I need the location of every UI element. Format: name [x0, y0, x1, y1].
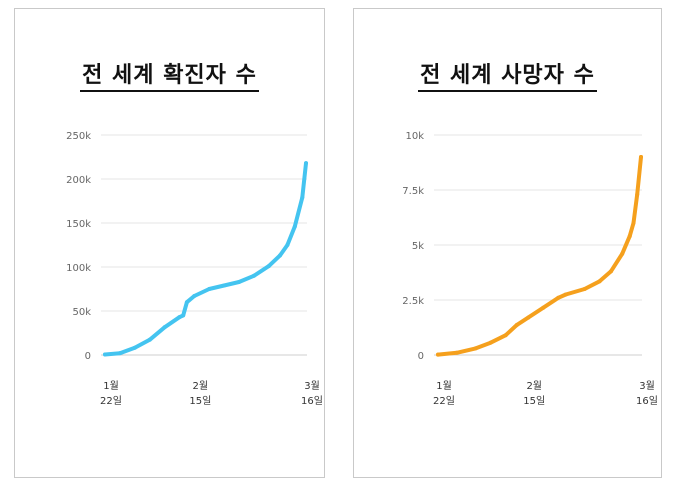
y-tick-label: 50k	[72, 307, 91, 318]
series-line	[103, 161, 308, 357]
x-tick-label-month: 2월	[526, 380, 542, 392]
data-point	[222, 283, 227, 288]
x-tick-label-month: 3월	[304, 380, 320, 392]
x-tick-label-day: 22일	[433, 395, 455, 407]
x-tick-label-month: 2월	[193, 380, 209, 392]
confirmed-cases-chart-panel: 전 세계 확진자 수 0 50k 100k 150k 200k 250k 1월 22일 2월 15…	[14, 8, 325, 478]
data-point	[184, 300, 189, 305]
data-point	[620, 251, 625, 256]
y-tick-label: 10k	[405, 131, 424, 142]
data-point	[436, 352, 440, 357]
data-point	[181, 313, 186, 318]
y-tick-label: 0	[85, 351, 91, 362]
confirmed-cases-chart: 0 50k 100k 150k 200k 250k 1월 22일 2월 15일 3월 16일	[66, 131, 323, 407]
data-point	[251, 273, 256, 278]
x-tick-label-day: 15일	[523, 395, 545, 407]
data-point	[582, 287, 587, 291]
data-point	[631, 221, 636, 225]
data-point	[147, 337, 152, 342]
data-point	[132, 345, 137, 350]
data-point	[192, 294, 197, 299]
y-tick-label: 250k	[66, 131, 91, 142]
chart-title: 전 세계 확진자 수	[80, 63, 259, 92]
data-point	[639, 155, 643, 159]
data-point	[177, 315, 182, 320]
data-point	[526, 315, 531, 320]
deaths-chart-panel: 전 세계 사망자 수 0 2.5k 5k 7.5k 10k 1월 22일 2월 15일 3월 16일	[353, 8, 662, 478]
y-tick-label: 200k	[66, 175, 91, 186]
x-tick-label-day: 16일	[636, 395, 658, 407]
data-point	[266, 264, 271, 269]
data-point	[514, 322, 519, 327]
data-point	[597, 279, 602, 284]
data-point	[556, 295, 561, 300]
data-point	[237, 279, 241, 284]
data-point	[488, 340, 493, 345]
x-tick-label-day: 22일	[100, 395, 122, 407]
data-point	[627, 234, 632, 239]
y-tick-label: 0	[418, 351, 424, 362]
y-tick-label: 2.5k	[402, 296, 424, 307]
data-point	[207, 287, 212, 291]
y-tick-label: 7.5k	[402, 186, 424, 197]
chart-title: 전 세계 사망자 수	[418, 63, 597, 92]
y-tick-label: 150k	[66, 219, 91, 230]
x-tick-label-day: 15일	[189, 395, 211, 407]
data-point	[608, 269, 613, 274]
data-point	[473, 346, 478, 351]
x-tick-label-month: 1월	[436, 380, 452, 392]
data-point	[292, 224, 297, 229]
y-tick-label: 100k	[66, 263, 91, 274]
data-point	[117, 351, 122, 356]
x-tick-label-month: 1월	[103, 380, 119, 392]
data-point	[563, 292, 568, 297]
series-line	[436, 155, 643, 357]
x-tick-label-day: 16일	[301, 395, 323, 407]
data-point	[300, 195, 305, 200]
data-point	[503, 333, 508, 338]
data-point	[541, 305, 546, 310]
data-point	[277, 253, 282, 258]
x-tick-label-month: 3월	[639, 380, 655, 392]
deaths-chart: 0 2.5k 5k 7.5k 10k 1월 22일 2월 15일 3월 16일	[402, 131, 658, 407]
data-point	[635, 192, 640, 197]
data-point	[304, 161, 308, 166]
data-point	[285, 243, 290, 247]
data-point	[103, 352, 107, 357]
data-point	[454, 350, 459, 355]
y-tick-label: 5k	[412, 241, 424, 252]
data-point	[162, 325, 167, 330]
